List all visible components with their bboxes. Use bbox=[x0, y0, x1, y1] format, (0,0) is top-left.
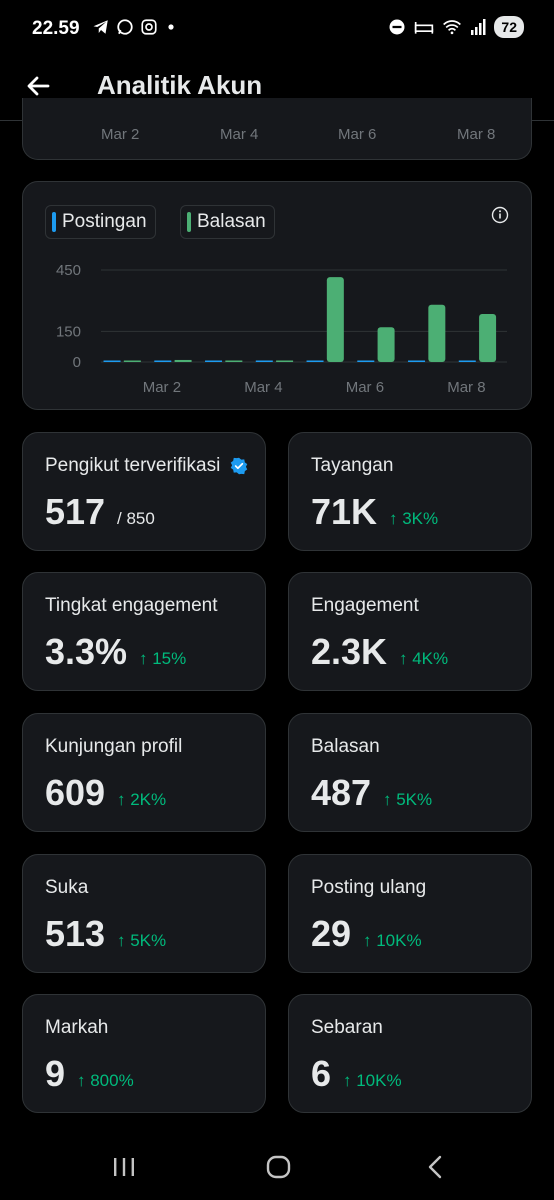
bar-postingan-mar-1[interactable] bbox=[103, 360, 121, 363]
stat-card[interactable]: Engagement 2.3K ↑ 4K% bbox=[288, 572, 532, 691]
do-not-disturb-icon bbox=[389, 19, 405, 35]
x-tick-label: Mar 2 bbox=[101, 126, 140, 143]
x-tick-label: Mar 6 bbox=[338, 126, 377, 143]
stat-value: 29 bbox=[311, 913, 352, 954]
stat-label: Suka bbox=[45, 877, 89, 898]
android-nav-bar bbox=[0, 1138, 554, 1200]
bar-postingan-mar-4[interactable] bbox=[255, 360, 273, 363]
bar-balasan-mar-8[interactable] bbox=[479, 313, 497, 362]
stat-label: Balasan bbox=[311, 736, 380, 757]
info-icon[interactable] bbox=[491, 206, 509, 224]
x-tick-label: Mar 6 bbox=[346, 379, 384, 396]
y-tick-label: 0 bbox=[73, 354, 81, 371]
bar-balasan-mar-5[interactable] bbox=[326, 277, 344, 362]
stat-label: Engagement bbox=[311, 595, 419, 616]
telegram-icon bbox=[93, 20, 108, 34]
stat-delta: ↑ 15% bbox=[139, 649, 187, 668]
home-icon[interactable] bbox=[265, 1152, 293, 1182]
bar-postingan-mar-7[interactable] bbox=[408, 360, 426, 363]
stat-value: 517 bbox=[45, 491, 106, 532]
stat-card[interactable]: Tayangan 71K ↑ 3K% bbox=[288, 432, 532, 551]
page-title: Analitik Akun bbox=[97, 70, 263, 100]
stat-delta: ↑ 5K% bbox=[117, 931, 167, 950]
stat-card[interactable]: Pengikut terverifikasi 517 / 850 bbox=[22, 432, 266, 551]
battery-indicator: 72 bbox=[494, 16, 524, 38]
status-bar: 22.59 72 bbox=[0, 0, 554, 60]
bar-postingan-mar-3[interactable] bbox=[205, 360, 223, 363]
posts-replies-chart-card: 450 150 0 Mar 2 Mar 4 Mar 6 Mar 8 Postingan Ba… bbox=[22, 181, 532, 410]
x-tick-label: Mar 4 bbox=[244, 379, 282, 396]
bar-postingan-mar-6[interactable] bbox=[357, 360, 375, 363]
stat-delta: ↑ 10K% bbox=[343, 1071, 402, 1090]
scrolled-chart-card: Mar 2 Mar 4 Mar 6 Mar 8 bbox=[22, 98, 532, 160]
stat-label: Kunjungan profil bbox=[45, 736, 183, 757]
stat-value: 513 bbox=[45, 913, 106, 954]
stat-delta: ↑ 10K% bbox=[363, 931, 422, 950]
stat-total: / 850 bbox=[117, 509, 155, 528]
system-icons: 72 bbox=[388, 16, 524, 38]
back-nav-icon[interactable] bbox=[425, 1152, 445, 1182]
stat-label: Tingkat engagement bbox=[45, 595, 218, 616]
bar-balasan-mar-1[interactable] bbox=[123, 360, 141, 363]
stat-label: Pengikut terverifikasi bbox=[45, 455, 221, 476]
bar-postingan-mar-8[interactable] bbox=[458, 360, 476, 363]
wifi-icon bbox=[443, 20, 462, 35]
bar-balasan-mar-4[interactable] bbox=[276, 360, 294, 363]
recent-apps-icon[interactable] bbox=[112, 1152, 136, 1182]
stat-delta: ↑ 3K% bbox=[389, 509, 439, 528]
bar-postingan-mar-2[interactable] bbox=[154, 360, 172, 363]
stat-label: Posting ulang bbox=[311, 877, 427, 898]
stat-value: 6 bbox=[311, 1053, 332, 1094]
y-tick-label: 150 bbox=[56, 323, 81, 340]
legend-label: Postingan bbox=[62, 211, 147, 232]
verified-badge-icon bbox=[230, 457, 248, 475]
stat-card[interactable]: Kunjungan profil 609 ↑ 2K% bbox=[22, 713, 266, 832]
legend-swatch-postingan bbox=[52, 212, 56, 232]
stat-card[interactable]: Suka 513 ↑ 5K% bbox=[22, 854, 266, 973]
stat-card[interactable]: Balasan 487 ↑ 5K% bbox=[288, 713, 532, 832]
stat-card[interactable]: Markah 9 ↑ 800% bbox=[22, 994, 266, 1113]
stat-delta: ↑ 2K% bbox=[117, 790, 167, 809]
stat-delta: ↑ 800% bbox=[77, 1071, 134, 1090]
instagram-icon bbox=[141, 19, 157, 35]
stat-card[interactable]: Posting ulang 29 ↑ 10K% bbox=[288, 854, 532, 973]
legend-swatch-balasan bbox=[187, 212, 191, 232]
stat-card[interactable]: Tingkat engagement 3.3% ↑ 15% bbox=[22, 572, 266, 691]
bar-balasan-mar-2[interactable] bbox=[174, 359, 192, 362]
stat-label: Tayangan bbox=[311, 455, 394, 476]
back-arrow-icon[interactable] bbox=[22, 70, 54, 102]
x-tick-label: Mar 8 bbox=[457, 126, 496, 143]
stat-delta: ↑ 4K% bbox=[399, 649, 449, 668]
x-tick-label: Mar 4 bbox=[220, 126, 259, 143]
legend-label: Balasan bbox=[197, 211, 266, 232]
x-tick-label: Mar 2 bbox=[143, 379, 181, 396]
stat-value: 487 bbox=[311, 772, 372, 813]
stat-value: 9 bbox=[45, 1053, 66, 1094]
stat-label: Sebaran bbox=[311, 1017, 383, 1038]
stat-delta: ↑ 5K% bbox=[383, 790, 433, 809]
status-time: 22.59 bbox=[32, 18, 80, 39]
dot-icon bbox=[168, 24, 174, 30]
stat-value: 609 bbox=[45, 772, 106, 813]
notification-icons bbox=[92, 18, 178, 36]
stat-value: 71K bbox=[311, 491, 378, 532]
bar-chart: 450 150 0 Mar 2 Mar 4 Mar 6 Mar 8 bbox=[56, 262, 507, 396]
y-tick-label: 450 bbox=[56, 262, 81, 279]
sleep-mode-icon bbox=[415, 22, 434, 34]
legend-postingan[interactable]: Postingan bbox=[45, 205, 156, 239]
bar-balasan-mar-6[interactable] bbox=[377, 327, 395, 362]
bar-postingan-mar-5[interactable] bbox=[306, 360, 324, 363]
stat-card[interactable]: Sebaran 6 ↑ 10K% bbox=[288, 994, 532, 1113]
x-tick-label: Mar 8 bbox=[447, 379, 485, 396]
signal-icon bbox=[471, 19, 486, 35]
legend-balasan[interactable]: Balasan bbox=[180, 205, 275, 239]
bar-balasan-mar-3[interactable] bbox=[225, 360, 243, 363]
stat-value: 3.3% bbox=[45, 631, 128, 672]
stat-value: 2.3K bbox=[311, 631, 388, 672]
whatsapp-icon bbox=[117, 19, 133, 35]
bar-balasan-mar-7[interactable] bbox=[428, 304, 446, 362]
stat-label: Markah bbox=[45, 1017, 109, 1038]
